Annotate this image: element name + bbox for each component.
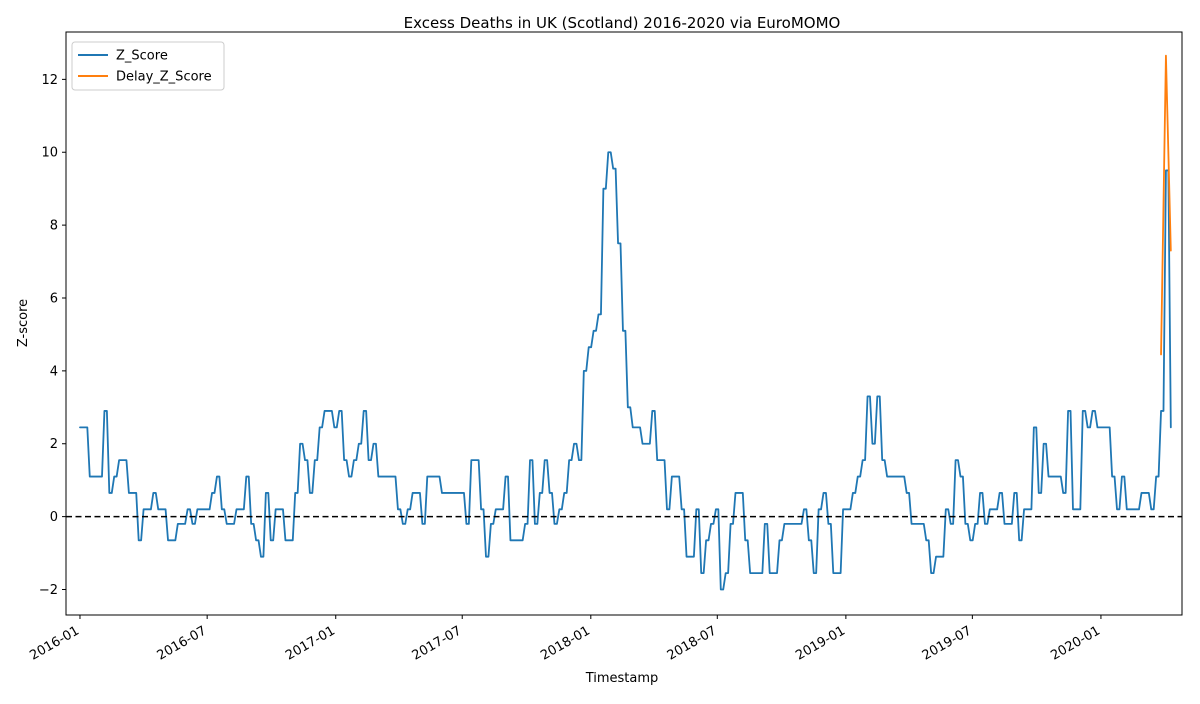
x-tick-label: 2017-07 <box>410 623 465 663</box>
x-tick-label: 2017-01 <box>283 623 338 663</box>
legend-box <box>71 41 225 91</box>
series-lines <box>79 54 1172 591</box>
x-axis: 2016-01 2016-07 2017-01 2017-07 2018-01 2018-… <box>27 615 1103 664</box>
y-tick-label: −2 <box>39 583 58 598</box>
chart-title: Excess Deaths in UK (Scotland) 2016-2020… <box>404 14 841 32</box>
x-tick-label: 2019-01 <box>793 623 848 663</box>
x-tick-label: 2019-07 <box>920 623 975 663</box>
series-line-z-score <box>79 151 1172 591</box>
y-tick-label: 0 <box>50 510 58 525</box>
plot-frame <box>65 31 1183 616</box>
series-line-delay-z-score <box>1160 54 1172 356</box>
y-tick-label: 12 <box>41 73 58 88</box>
legend-label-z-score: Z_Score <box>116 49 168 64</box>
y-tick-label: 4 <box>50 364 58 379</box>
y-axis: −2 0 2 4 6 8 10 12 <box>39 73 66 598</box>
x-tick-label: 2016-07 <box>155 623 210 663</box>
x-axis-label: Timestamp <box>585 671 659 686</box>
x-tick-label: 2018-07 <box>665 623 720 663</box>
y-tick-label: 2 <box>50 437 58 452</box>
legend-label-delay-z-score: Delay_Z_Score <box>116 70 212 85</box>
x-tick-label: 2020-01 <box>1048 623 1103 663</box>
y-tick-label: 10 <box>41 146 58 161</box>
legend: Z_Score Delay_Z_Score <box>71 41 225 91</box>
y-axis-label: Z-score <box>16 299 31 347</box>
x-tick-label: 2018-01 <box>538 623 593 663</box>
y-tick-label: 8 <box>50 219 58 234</box>
x-tick-label: 2016-01 <box>27 623 82 663</box>
y-tick-label: 6 <box>50 291 58 306</box>
